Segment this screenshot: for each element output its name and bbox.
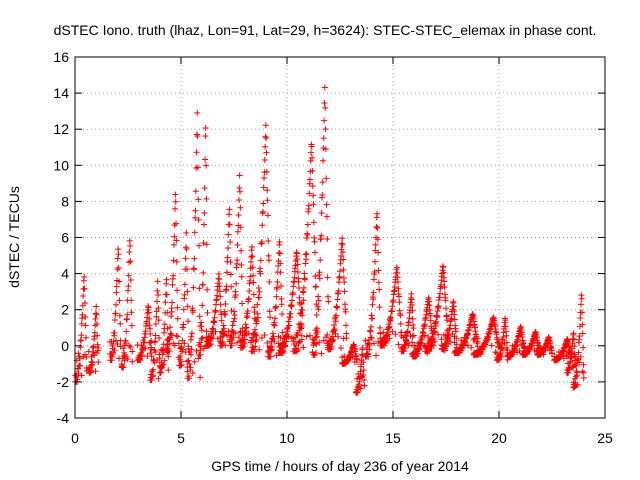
x-tick-label: 5 xyxy=(177,430,185,446)
y-tick-label: 10 xyxy=(53,157,69,173)
y-tick-label: 6 xyxy=(61,230,69,246)
y-tick-label: 14 xyxy=(53,85,69,101)
x-tick-label: 0 xyxy=(71,430,79,446)
y-tick-label: 2 xyxy=(61,302,69,318)
x-tick-label: 25 xyxy=(597,430,613,446)
y-tick-label: 16 xyxy=(53,49,69,65)
x-tick-label: 20 xyxy=(491,430,507,446)
x-axis-label: GPS time / hours of day 236 of year 2014 xyxy=(211,458,469,474)
x-tick-label: 15 xyxy=(385,430,401,446)
dstec-points xyxy=(72,84,587,396)
y-tick-label: -2 xyxy=(57,374,70,390)
axis-ticks: -4 -2 0 2 4 6 8 10 12 14 16 0 5 10 15 20 25 xyxy=(53,49,613,446)
x-tick-label: 10 xyxy=(279,430,295,446)
chart-title: dSTEC Iono. truth (lhaz, Lon=91, Lat=29,… xyxy=(54,22,597,38)
y-axis-label: dSTEC / TECUs xyxy=(6,186,22,288)
y-tick-label: 4 xyxy=(61,266,69,282)
y-tick-label: 12 xyxy=(53,121,69,137)
y-tick-label: 8 xyxy=(61,193,69,209)
y-tick-label: 0 xyxy=(61,338,69,354)
y-tick-label: -4 xyxy=(57,410,70,426)
data-points xyxy=(72,84,587,396)
